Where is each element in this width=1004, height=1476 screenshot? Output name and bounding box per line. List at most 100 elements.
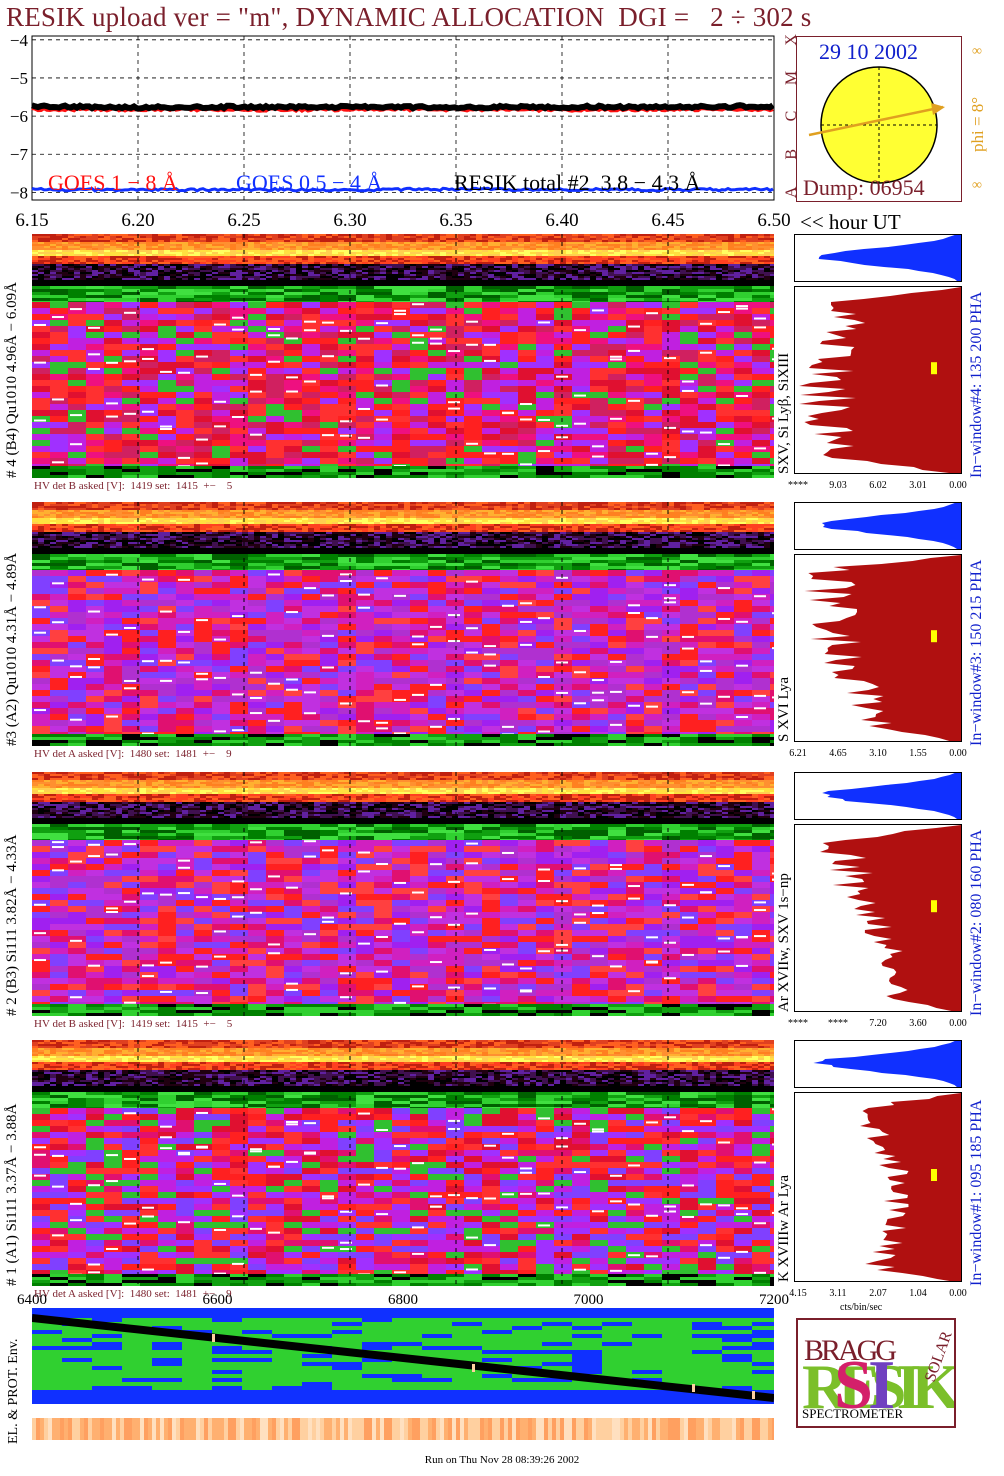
goes-class-letter: C — [783, 111, 800, 122]
channel-label: #3 (A2) Qu1010 4.31Å − 4.89Å — [4, 552, 20, 746]
histogram-scale-label: 7.20 — [869, 1018, 887, 1029]
histogram-scale-label: 1.55 — [909, 748, 927, 759]
spectral-lines-label: K XVIIIw Ar Lya — [776, 1174, 792, 1282]
channel-label: # 4 (B4) Qu1010 4.96Å − 6.09Å — [4, 282, 20, 478]
goes-lightcurve-panel: −4 −5 −6 −7 −8 X M C B A GOES 1 − 8 Å GOES 0.5 − … — [0, 30, 800, 220]
time-tick-label: 6.20 — [121, 210, 155, 231]
spectral-lines-label: S XVI Lya — [776, 677, 792, 742]
run-timestamp: Run on Thu Nov 28 08:39:26 2002 — [424, 1454, 580, 1466]
channel-spectrogram — [32, 1040, 774, 1286]
in-window-marker — [931, 630, 937, 643]
channel-spectrogram — [32, 772, 774, 1016]
histogram-scale-label: 4.15 — [789, 1288, 807, 1299]
sun-position-box: 29 10 2002 Dump: 06954 — [796, 36, 962, 202]
legend-goes-1-8: GOES 1 − 8 Å — [48, 170, 178, 195]
goes-y-tick: −4 — [10, 31, 29, 50]
histogram-scale-label: **** — [788, 480, 808, 491]
spectrum-profile — [794, 554, 962, 742]
spectrum-profile — [794, 824, 962, 1012]
histogram-scale-label: 0.00 — [949, 1288, 967, 1299]
time-tick-label: 6.15 — [15, 210, 49, 231]
environment-strip — [32, 1418, 774, 1440]
pha-histogram — [794, 772, 962, 820]
histogram-scale-label: 3.11 — [829, 1288, 847, 1299]
time-tick-label: 6.50 — [757, 210, 791, 231]
phi-arrow-icon — [808, 103, 945, 137]
lower-tick-label: 6400 — [17, 1292, 47, 1308]
hv-status-line: HV det A asked [V]: 1480 set: 1481 +− 9 — [34, 1288, 232, 1300]
histogram-scale-label: 0.00 — [949, 480, 967, 491]
time-axis-unit: << hour UT — [800, 210, 901, 234]
lower-tick-label: 6800 — [388, 1292, 418, 1308]
histogram-scale-label: 2.07 — [869, 1288, 887, 1299]
pha-histogram — [794, 234, 962, 282]
goes-y-tick: −7 — [10, 145, 29, 164]
time-tick-label: 6.45 — [651, 210, 685, 231]
histogram-scale-label: 3.01 — [909, 480, 927, 491]
histogram-scale-label: 3.10 — [869, 748, 887, 759]
time-tick-label: 6.40 — [545, 210, 579, 231]
histogram-scale-label: 0.00 — [949, 1018, 967, 1029]
environment-trend-line — [32, 1314, 774, 1402]
lower-time-axis: 6400 6600 6800 7000 7200 — [0, 1288, 800, 1314]
goes-y-tick: −5 — [10, 69, 28, 88]
hv-status-line: HV det B asked [V]: 1419 set: 1415 +− 5 — [34, 1018, 233, 1030]
in-window-marker — [931, 900, 937, 913]
channel-label: # 1 (A1) Si111 3.37Å − 3.88Å — [4, 1103, 20, 1286]
particle-environment-panel — [32, 1308, 774, 1404]
environment-label: EL. & PROT. Env. — [6, 1338, 21, 1444]
goes-class-letter: M — [783, 71, 800, 85]
in-window-marker — [931, 1169, 937, 1181]
dump-number: Dump: 06954 — [803, 175, 925, 200]
spectral-lines-label: Ar XVIIw, SXV 1s−np — [776, 873, 792, 1012]
histogram-scale-label: 6.21 — [789, 748, 807, 759]
spectrum-profile — [794, 1092, 962, 1282]
lower-tick-label: 7200 — [759, 1292, 789, 1308]
histogram-scale-label: **** — [828, 1018, 848, 1029]
spectral-lines-label: SXV, Si Lyβ, SiXIII — [776, 352, 792, 474]
legend-resik-total: RESIK total #2 3.8 − 4.3 Å — [454, 170, 701, 195]
channel-spectrogram — [32, 234, 774, 478]
histogram-scale-label: 4.65 — [829, 748, 847, 759]
observation-date: 29 10 2002 — [819, 39, 918, 64]
goes-lightcurve-chart: −4 −5 −6 −7 −8 X M C B A — [10, 31, 800, 203]
resik-logo: BRAGG RESIK S I SOLAR SPECTROMETER — [796, 1318, 956, 1428]
goes-class-letter: X — [783, 34, 800, 46]
channel-spectrogram — [32, 502, 774, 746]
pha-histogram — [794, 502, 962, 550]
solar-disk — [808, 66, 945, 184]
channel-label: # 2 (B3) Si111 3.82Å − 4.33Å — [4, 834, 20, 1016]
histogram-scale-label: 9.03 — [829, 480, 847, 491]
legend-goes-0-5-4: GOES 0.5 − 4 Å — [236, 170, 383, 195]
phi-angle-label: phi = 8° — [968, 96, 987, 152]
time-axis: 6.15 6.20 6.25 6.30 6.35 6.40 6.45 6.50 << hour… — [0, 208, 1004, 234]
particle-environment-chart — [32, 1308, 774, 1404]
lower-tick-label: 6600 — [202, 1292, 233, 1308]
in-window-pha-label: In−window#2: 080 160 PHA — [968, 829, 985, 1016]
page-title: RESIK upload ver = "m", DYNAMIC ALLOCATI… — [6, 2, 812, 32]
histogram-unit-label: cts/bin/sec — [840, 1302, 883, 1313]
in-window-pha-label: In−window#3: 150 215 PHA — [968, 559, 985, 746]
in-window-marker — [931, 362, 937, 375]
in-window-pha-label: In−window#1: 095 185 PHA — [968, 1099, 985, 1286]
goes-y-tick: −8 — [10, 183, 28, 202]
histogram-scale-label: 6.02 — [869, 480, 887, 491]
goes-class-letter: A — [783, 186, 800, 198]
hv-status-line: HV det B asked [V]: 1419 set: 1415 +− 5 — [34, 480, 233, 492]
lower-tick-label: 7000 — [573, 1292, 604, 1308]
infinity-mark-bottom: ∞ — [972, 178, 982, 193]
in-window-pha-label: In−window#4: 135 200 PHA — [968, 291, 985, 478]
histogram-scale-label: 0.00 — [949, 748, 967, 759]
resik-logo-graphic: BRAGG RESIK S I SOLAR — [798, 1329, 954, 1426]
goes-class-letter: B — [783, 149, 800, 160]
goes-y-tick: −6 — [10, 107, 28, 126]
time-tick-label: 6.30 — [333, 210, 367, 231]
infinity-mark-top: ∞ — [972, 44, 982, 59]
pha-histogram — [794, 1040, 962, 1088]
time-tick-label: 6.35 — [439, 210, 473, 231]
histogram-scale-label: 3.60 — [909, 1018, 927, 1029]
histogram-scale-label: 1.04 — [909, 1288, 927, 1299]
spectrum-profile — [794, 286, 962, 474]
goes-0-5-4-series — [31, 186, 774, 193]
resik-total-series — [31, 102, 775, 112]
